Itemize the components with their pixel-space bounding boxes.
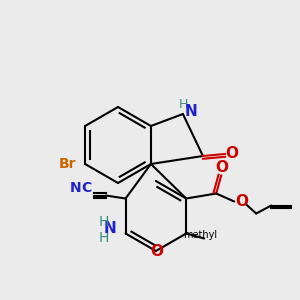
Text: O: O [225,146,239,161]
Text: H: H [179,98,189,110]
Text: O: O [216,160,229,175]
Text: O: O [236,194,249,209]
Text: H: H [98,232,109,245]
Text: H: H [98,214,109,229]
Text: Br: Br [58,157,76,171]
Text: N: N [70,181,81,194]
Text: N: N [184,103,197,118]
Text: methyl: methyl [183,230,217,241]
Text: N: N [103,221,116,236]
Text: O: O [150,244,164,260]
Text: C: C [82,181,92,194]
